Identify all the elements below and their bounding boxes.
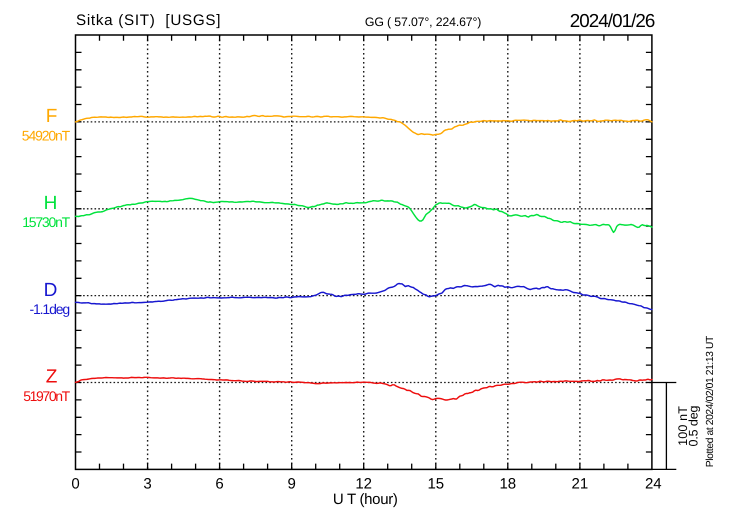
svg-text:Sitka (SIT) [USGS]: Sitka (SIT) [USGS]: [76, 12, 221, 29]
svg-text:0: 0: [71, 475, 79, 492]
svg-text:18: 18: [499, 475, 516, 492]
svg-text:51970nT: 51970nT: [23, 388, 70, 404]
svg-text:21: 21: [572, 475, 589, 492]
svg-text:U T (hour): U T (hour): [333, 491, 398, 508]
svg-text:3: 3: [143, 475, 151, 492]
svg-text:F: F: [46, 106, 58, 127]
svg-text:12: 12: [355, 475, 372, 492]
svg-text:GG ( 57.07°, 224.67°): GG ( 57.07°, 224.67°): [365, 15, 482, 29]
svg-text:6: 6: [215, 475, 223, 492]
svg-text:15730nT: 15730nT: [22, 214, 70, 230]
svg-text:54920nT: 54920nT: [22, 127, 71, 143]
svg-text:Plotted at 2024/02/01 21:13 UT: Plotted at 2024/02/01 21:13 UT: [705, 335, 716, 467]
svg-text:2024/01/26: 2024/01/26: [570, 10, 656, 31]
svg-text:D: D: [44, 280, 58, 301]
svg-text:15: 15: [427, 475, 444, 492]
svg-text:9: 9: [288, 475, 296, 492]
svg-text:-1.1deg: -1.1deg: [30, 301, 71, 317]
svg-text:Z: Z: [46, 367, 58, 388]
svg-text:0.5 deg: 0.5 deg: [686, 405, 700, 446]
svg-text:H: H: [44, 193, 58, 214]
svg-text:24: 24: [645, 475, 662, 492]
svg-text:100 nT: 100 nT: [676, 406, 690, 446]
